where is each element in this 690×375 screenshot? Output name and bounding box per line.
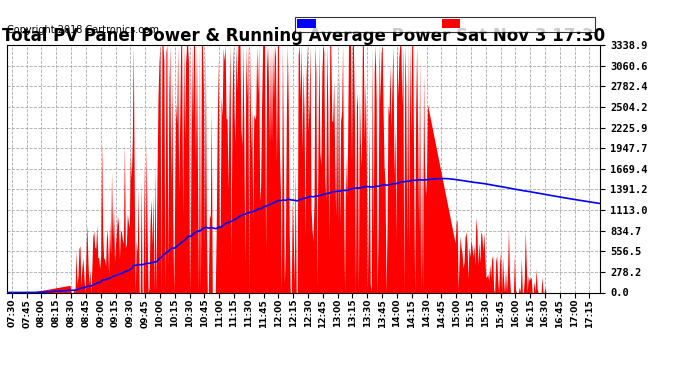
Title: Total PV Panel Power & Running Average Power Sat Nov 3 17:30: Total PV Panel Power & Running Average P…: [2, 27, 605, 45]
Legend: Average  (DC Watts), PV Panels  (DC Watts): Average (DC Watts), PV Panels (DC Watts): [295, 17, 595, 32]
Text: Copyright 2018 Cartronics.com: Copyright 2018 Cartronics.com: [7, 25, 159, 35]
